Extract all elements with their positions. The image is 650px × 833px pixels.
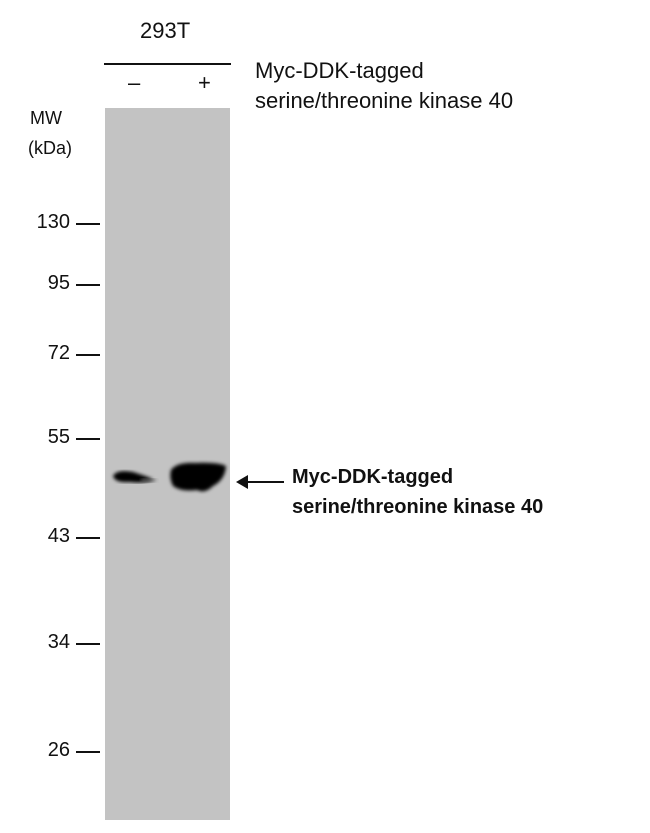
cell-line-label: 293T [140, 18, 191, 43]
marker-43: 43 [47, 525, 70, 547]
bands [113, 462, 226, 492]
marker-tick [76, 643, 100, 645]
mw-title-line1: MW [30, 108, 62, 128]
marker-95: 95 [47, 272, 70, 294]
band-annotation-line1: Myc-DDK-tagged [292, 466, 454, 488]
lane-1-sign: – [128, 70, 141, 95]
marker-tick [76, 751, 100, 753]
marker-55: 55 [47, 426, 70, 448]
band-lane-1-tail [141, 478, 157, 483]
cell-line-bar [104, 63, 231, 65]
marker-26: 26 [47, 739, 70, 761]
band-lane-2 [170, 462, 226, 492]
lane-2-sign: + [198, 70, 211, 95]
marker-34: 34 [47, 631, 70, 653]
marker-tick [76, 438, 100, 440]
mw-title-line2: (kDa) [28, 138, 72, 158]
arrow-left-icon [236, 475, 284, 489]
treatment-label-line1: Myc-DDK-tagged [255, 58, 424, 83]
marker-tick [76, 354, 100, 356]
marker-tick [76, 284, 100, 286]
marker-tick [76, 223, 100, 225]
marker-130: 130 [36, 211, 70, 233]
treatment-label-line2: serine/threonine kinase 40 [255, 88, 514, 113]
band-annotation-line2: serine/threonine kinase 40 [292, 496, 544, 518]
marker-tick [76, 537, 100, 539]
marker-72: 72 [47, 342, 70, 364]
blot-membrane [105, 108, 230, 820]
